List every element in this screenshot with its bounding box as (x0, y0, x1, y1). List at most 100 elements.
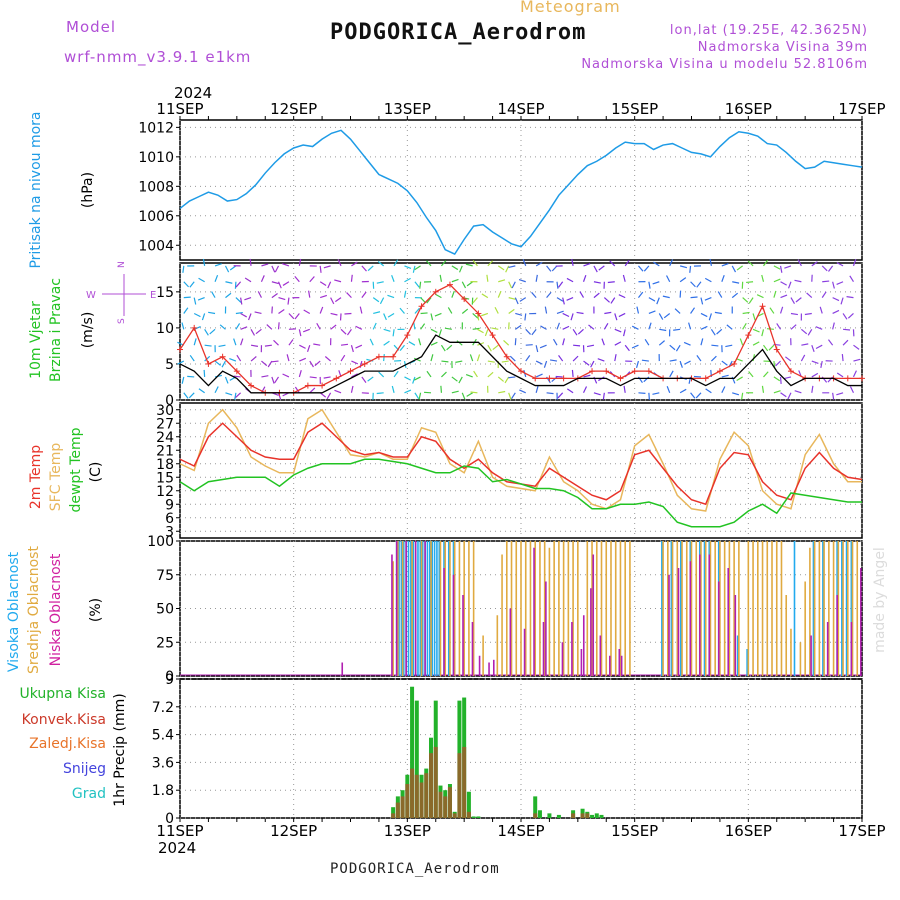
wind-barb (849, 386, 855, 394)
temp-line-1 (179, 408, 862, 512)
wind-barb (546, 265, 552, 272)
y-tick-label: 5.4 (152, 728, 174, 744)
wind-barb (603, 323, 609, 330)
wind-barb (663, 313, 671, 319)
pressure-line (179, 129, 863, 256)
cloud-title-low: Niska Oblacnost (48, 553, 64, 666)
wind-barb (481, 312, 489, 317)
wind-barb (288, 313, 295, 320)
wind-barb (487, 260, 494, 267)
wind-barb (350, 345, 354, 353)
x-tick-label-top: 15SEP (611, 100, 658, 118)
wind-barb (377, 261, 385, 267)
wind-barb (776, 323, 782, 330)
wind-barb (234, 392, 237, 400)
wind-barb (593, 292, 600, 299)
wind-barb (556, 322, 561, 330)
wind-barb (804, 312, 812, 316)
wind-barb (372, 297, 380, 303)
wind-barb (451, 376, 458, 382)
x-tick-label-bottom: 14SEP (497, 822, 544, 840)
wind-barb (773, 390, 781, 394)
wind-barb (288, 339, 294, 346)
wind-barb (393, 259, 399, 267)
wind-barb (461, 281, 467, 289)
wind-barb (225, 281, 233, 284)
precip-bar-convective (462, 746, 467, 818)
wind-barb (566, 388, 574, 394)
wind-barb (679, 277, 687, 283)
wind-barb (430, 313, 434, 321)
wind-barb (497, 376, 505, 382)
wind-barb (819, 306, 823, 314)
wind-barb (261, 375, 269, 378)
precip-bar-convective (580, 813, 585, 818)
wind-barb (425, 260, 432, 267)
wind-barb (535, 261, 543, 267)
wind-barb (609, 260, 616, 267)
wind-barb (773, 278, 781, 283)
wind-barb (487, 360, 495, 363)
wind-barb (531, 291, 537, 299)
panel-frame (179, 262, 863, 401)
wind-barb (351, 373, 358, 378)
wind-barb (278, 309, 285, 314)
wind-barb (652, 281, 660, 285)
precip-legend-3: Snijeg (63, 761, 106, 777)
wind-barb (714, 311, 722, 315)
y-tick-label: 24 (156, 430, 174, 446)
precip-ylabel: 1hr Precip (mm) (112, 693, 128, 806)
wind-barb (412, 265, 416, 273)
wind-barb (583, 360, 590, 366)
wind-barb (731, 265, 737, 273)
wind-barb (447, 307, 453, 314)
x-tick-label-bottom: 13SEP (384, 822, 431, 840)
wind-barb (494, 306, 499, 314)
precip-bar-total (391, 807, 396, 818)
pressure-title: Pritisak na nivou mora (28, 111, 44, 268)
wind-barb (787, 392, 792, 400)
wind-barb (435, 293, 442, 299)
wind-barb (214, 386, 219, 394)
wind-barb (420, 323, 426, 330)
wind-barb (271, 281, 279, 285)
wind-barb (224, 376, 229, 384)
x-tick-label-top: 12SEP (270, 100, 317, 118)
y-tick-label: 5 (165, 357, 174, 373)
wind-barb (214, 263, 222, 267)
wind-barb (666, 275, 671, 283)
wind-barb (597, 358, 605, 362)
precip-bar-total (466, 791, 471, 818)
wind-barb (247, 313, 252, 321)
precip-bar-convective (424, 773, 429, 818)
wind-barb (509, 355, 516, 362)
wind-barb (688, 322, 692, 330)
wind-barb (309, 360, 314, 368)
wind-barb (666, 386, 671, 394)
wind-barb (821, 265, 828, 272)
wind-barb (367, 265, 374, 272)
wind-barb (562, 338, 565, 346)
wind-barb (204, 329, 209, 336)
wind-barb (566, 297, 574, 301)
wind-barb (690, 307, 696, 314)
precip-bar-total (471, 816, 476, 818)
precip-bar-convective (585, 813, 590, 818)
cloud-ylabel: (%) (88, 598, 104, 622)
wind-barb (721, 262, 729, 267)
wind-barb (708, 313, 712, 321)
wind-barb (508, 376, 516, 379)
precip-bar-convective (443, 796, 448, 818)
wind-barb (505, 265, 510, 273)
wind-barb (716, 328, 723, 335)
wind-barb (465, 373, 473, 378)
wind-barb (761, 274, 765, 282)
wind-barb (299, 344, 306, 349)
wind-barb (355, 325, 363, 330)
wind-barb (535, 385, 539, 393)
y-tick-label: 27 (156, 416, 174, 432)
x-tick-label-bottom: 12SEP (270, 822, 317, 840)
wind-barb (264, 344, 272, 347)
wind-barb (807, 329, 813, 336)
wind-barb (183, 392, 189, 399)
